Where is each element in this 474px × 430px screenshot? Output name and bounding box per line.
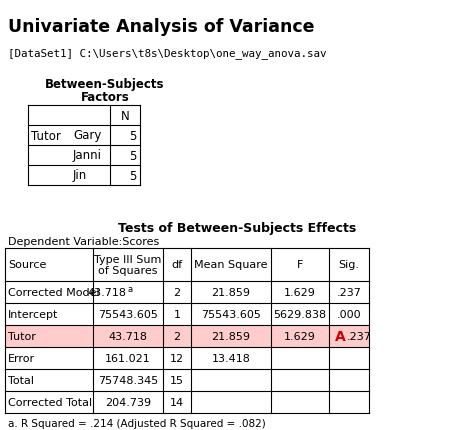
Text: 5: 5 (129, 129, 137, 142)
Text: 75748.345: 75748.345 (98, 375, 158, 385)
Text: 14: 14 (170, 397, 184, 407)
Text: Janni: Janni (73, 149, 102, 162)
Text: Tests of Between-Subjects Effects: Tests of Between-Subjects Effects (118, 221, 356, 234)
Text: 13.418: 13.418 (211, 353, 250, 363)
Text: 2: 2 (173, 287, 181, 297)
Text: 1: 1 (173, 309, 181, 319)
Text: 43.718: 43.718 (109, 331, 147, 341)
Text: .237: .237 (337, 287, 362, 297)
Text: 21.859: 21.859 (211, 287, 250, 297)
Text: 5: 5 (129, 149, 137, 162)
Text: Type III Sum
of Squares: Type III Sum of Squares (94, 254, 162, 276)
Text: Mean Square: Mean Square (194, 260, 268, 270)
Text: 5629.838: 5629.838 (273, 309, 327, 319)
Text: 1.629: 1.629 (284, 287, 316, 297)
Text: Total: Total (8, 375, 34, 385)
Text: Univariate Analysis of Variance: Univariate Analysis of Variance (8, 18, 315, 36)
Text: F: F (297, 260, 303, 270)
Text: .000: .000 (337, 309, 361, 319)
Bar (5, 325, 369, 347)
Text: Corrected Model: Corrected Model (8, 287, 100, 297)
Text: df: df (172, 260, 182, 270)
Text: Corrected Total: Corrected Total (8, 397, 92, 407)
Text: a: a (127, 284, 132, 293)
Text: Factors: Factors (81, 91, 129, 104)
Text: Gary: Gary (73, 129, 101, 142)
Text: [DataSet1] C:\Users\t8s\Desktop\one_way_anova.sav: [DataSet1] C:\Users\t8s\Desktop\one_way_… (8, 48, 327, 59)
Text: 43.718: 43.718 (87, 287, 126, 297)
Text: Error: Error (8, 353, 35, 363)
Text: a. R Squared = .214 (Adjusted R Squared = .082): a. R Squared = .214 (Adjusted R Squared … (8, 418, 266, 428)
Text: 5: 5 (129, 169, 137, 182)
Text: 12: 12 (170, 353, 184, 363)
Text: 15: 15 (170, 375, 184, 385)
Text: 1.629: 1.629 (284, 331, 316, 341)
Text: N: N (120, 109, 129, 122)
Text: Tutor: Tutor (31, 129, 61, 142)
Text: 161.021: 161.021 (105, 353, 151, 363)
Text: Tutor: Tutor (8, 331, 36, 341)
Text: .237: .237 (347, 331, 372, 341)
Text: Jin: Jin (73, 169, 87, 182)
Text: 75543.605: 75543.605 (201, 309, 261, 319)
Text: Sig.: Sig. (338, 260, 359, 270)
Text: A: A (335, 329, 346, 343)
Text: Source: Source (8, 260, 46, 270)
Text: Between-Subjects: Between-Subjects (45, 78, 165, 91)
Text: Intercept: Intercept (8, 309, 58, 319)
Text: 2: 2 (173, 331, 181, 341)
Text: 204.739: 204.739 (105, 397, 151, 407)
Text: 75543.605: 75543.605 (98, 309, 158, 319)
Text: 21.859: 21.859 (211, 331, 250, 341)
Text: Dependent Variable:Scores: Dependent Variable:Scores (8, 237, 159, 246)
